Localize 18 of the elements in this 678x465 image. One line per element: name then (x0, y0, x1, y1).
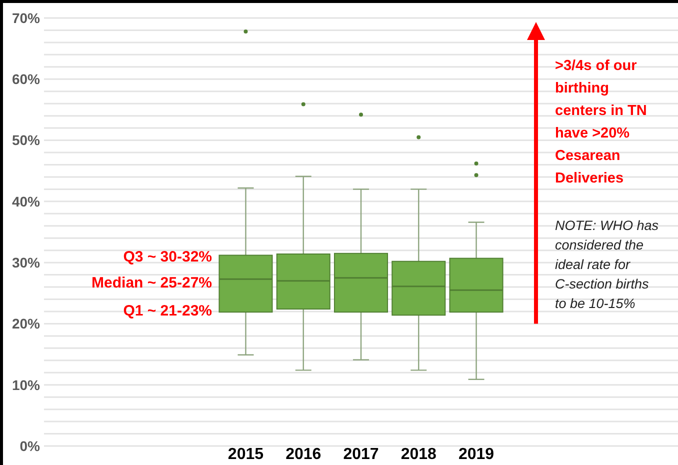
y-tick-label: 20% (12, 316, 41, 332)
y-tick-label: 10% (12, 376, 41, 393)
x-tick-label: 2019 (458, 446, 494, 463)
annotation: >3/4s of our birthing centers in TN have >20% Cesarean Deliveries (555, 58, 647, 186)
x-tick-label: 2017 (343, 446, 379, 463)
y-tick-label: 60% (12, 71, 41, 88)
annotation: Q3 ~ 30-32% (123, 248, 212, 266)
x-tick-label: 2018 (400, 446, 437, 463)
y-tick-label: 0% (20, 438, 41, 454)
annotation: Median ~ 25-27% (92, 274, 212, 292)
y-tick-label: 70% (12, 10, 41, 26)
y-tick-label: 40% (12, 193, 41, 210)
y-tick-label: 30% (12, 254, 41, 270)
x-tick-label: 2016 (286, 446, 322, 463)
x-tick-label: 2015 (228, 446, 264, 463)
annotation: NOTE: WHO has considered the ideal rate for C-section births to be 10-15% (555, 218, 659, 311)
y-tick-label: 50% (12, 132, 41, 148)
annotation: Q1 ~ 21-23% (123, 302, 212, 320)
